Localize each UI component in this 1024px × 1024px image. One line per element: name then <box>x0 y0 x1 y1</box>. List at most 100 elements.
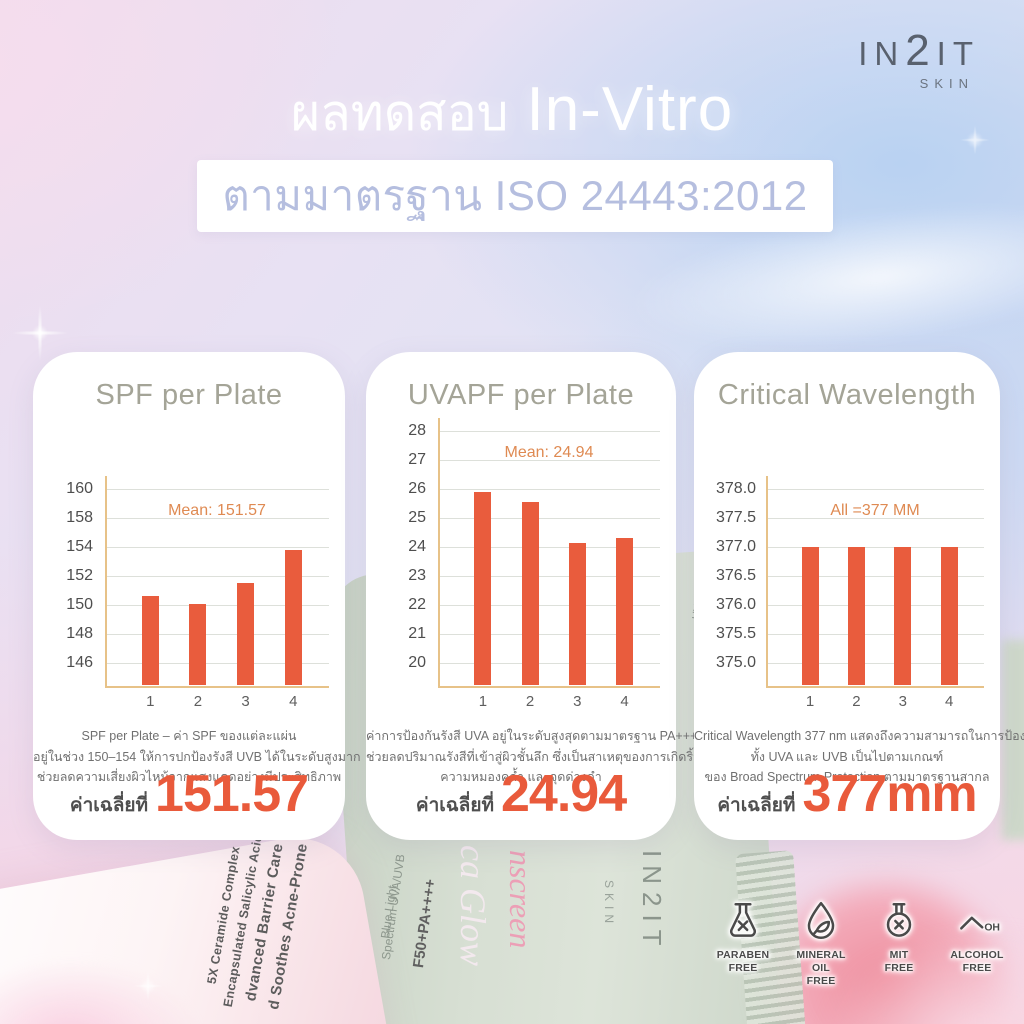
gridline <box>766 605 984 606</box>
card-title: SPF per Plate <box>95 379 283 411</box>
page-title-en: In-Vitro <box>526 75 734 144</box>
gridline <box>105 605 329 606</box>
xtick: 3 <box>241 693 250 710</box>
average-prefix: ค่าเฉลี่ยที่ <box>717 795 796 816</box>
ytick: 377.0 <box>716 538 757 555</box>
card-description: ค่าการป้องกันรังสี UVA อยู่ในระดับสูงสุด… <box>366 726 722 788</box>
gridline <box>105 634 329 635</box>
ytick: 376.0 <box>716 596 757 613</box>
ytick: 148 <box>66 625 93 642</box>
chart-annotation: All =377 MM <box>830 502 920 520</box>
bar <box>284 549 302 685</box>
gridline <box>438 547 660 548</box>
description-line: SPF per Plate – ค่า SPF ของแต่ละแผ่น <box>81 729 297 743</box>
bar-chart-uvapf: 28 27 26 25 24 23 22 21 20 1 2 3 4 Mean: 24.94 <box>388 412 660 714</box>
chart-annotation: Mean: 24.94 <box>504 444 594 462</box>
oh-label: OH <box>984 922 1000 933</box>
gridline <box>105 547 329 548</box>
description-line: ของ Broad Spectrum Protection ตามมาตรฐาน… <box>704 770 990 785</box>
description-line: ช่วยลดปริมาณรังสีที่เข้าสู่ผิวชั้นลึก ซึ… <box>366 749 722 764</box>
background-green-sliver <box>1002 640 1024 840</box>
badge-label: MINERAL OIL FREE <box>788 949 854 988</box>
bar-chart-critical-wavelength: 378.0 377.5 377.0 376.5 376.0 375.5 375.0 1 2 3 4 A… <box>716 412 984 714</box>
bar-chart-spf: 160 158 154 152 150 148 146 1 2 3 4 Mean: 151.57 <box>55 412 329 714</box>
ytick: 22 <box>408 596 426 613</box>
average-row: ค่าเฉลี่ยที่ 377mm <box>694 764 1000 824</box>
alcohol-bond-icon: OH <box>960 916 1000 933</box>
badge-label-line: MINERAL OIL <box>796 949 846 975</box>
xaxis <box>438 686 660 688</box>
xtick: 2 <box>525 693 535 710</box>
yaxis <box>438 418 440 688</box>
xtick: 3 <box>573 693 582 710</box>
average-prefix: ค่าเฉลี่ยที่ <box>69 795 149 816</box>
card-uvapf-per-plate: UVAPF per Plate 28 27 26 25 24 23 22 21 20 1 2 3 4 Me… <box>366 352 722 840</box>
ytick: 375.0 <box>716 654 757 671</box>
ytick: 146 <box>66 654 93 671</box>
gridline <box>105 576 329 577</box>
ytick: 27 <box>408 451 426 468</box>
badge-label: PARABEN FREE <box>710 949 776 975</box>
xtick: 2 <box>852 693 861 710</box>
ytick: 158 <box>66 509 93 526</box>
average-value: 377mm <box>802 765 977 823</box>
tube-brand-text: IN2IT <box>637 850 667 954</box>
page-title-thai: ผลทดสอบ <box>290 85 509 141</box>
badge-label-line: FREE <box>728 962 758 975</box>
ytick: 160 <box>66 480 93 497</box>
card-description: Critical Wavelength 377 nm แสดงถึงความสา… <box>694 726 1024 788</box>
badge-label: ALCOHOL FREE <box>944 949 1010 975</box>
badge-mineral-oil-free: MINERAL OIL FREE <box>788 898 854 988</box>
ytick: 376.5 <box>716 567 757 584</box>
xtick: 1 <box>146 693 155 710</box>
ytick: 24 <box>408 538 426 555</box>
bar <box>801 547 819 685</box>
gridline <box>766 634 984 635</box>
bar <box>141 596 159 685</box>
description-line: ช่วยลดความเสี่ยงผิวไหม้จากแสงแดดอย่างมีป… <box>36 770 342 785</box>
xtick: 3 <box>898 693 907 710</box>
badge-paraben-free: PARABEN FREE <box>710 898 776 988</box>
gridline <box>105 663 329 664</box>
ytick: 154 <box>66 538 93 555</box>
badge-label-line: ALCOHOL <box>950 949 1004 961</box>
gridline <box>766 489 984 490</box>
badge-alcohol-free: OH ALCOHOL FREE <box>944 898 1010 988</box>
xaxis <box>766 686 984 688</box>
bar <box>847 547 865 685</box>
card-title: Critical Wavelength <box>717 379 977 411</box>
badge-label-line: MIT <box>889 949 909 961</box>
average-value: 24.94 <box>500 765 627 823</box>
flask-erlenmeyer-icon <box>729 903 757 937</box>
yaxis <box>105 476 107 688</box>
gridline <box>766 576 984 577</box>
description-line: ค่าการป้องกันรังสี UVA อยู่ในระดับสูงสุด… <box>366 729 705 743</box>
bar <box>521 502 539 685</box>
badge-label: MIT FREE <box>866 949 932 975</box>
description-line: ทั้ง UVA และ UVB เป็นไปตามเกณฑ์ <box>750 749 944 764</box>
background-lightpink-blob <box>820 930 1024 1024</box>
bar <box>237 583 255 685</box>
tube-script-sunscreen: nscreen <box>503 850 539 949</box>
flask-round-icon <box>886 903 912 937</box>
bar <box>568 542 586 685</box>
ytick: 378.0 <box>716 480 757 497</box>
badge-label-line: FREE <box>962 962 992 975</box>
badge-label-line: FREE <box>884 962 914 975</box>
iso-standard-banner: ตามมาตรฐาน ISO 24443:2012 <box>197 160 833 232</box>
badge-label-line: PARABEN <box>716 949 770 961</box>
card-title: UVAPF per Plate <box>407 379 635 411</box>
gridline <box>766 663 984 664</box>
brand-logo-text: IN 2 IT <box>858 26 980 76</box>
ytick: 377.5 <box>716 509 757 526</box>
gridline <box>438 518 660 519</box>
ytick: 20 <box>408 654 426 671</box>
gridline <box>438 576 660 577</box>
brand-logo-sub: SKIN <box>919 76 974 91</box>
bar <box>940 547 958 685</box>
gridline <box>438 431 660 432</box>
ytick: 375.5 <box>716 625 757 642</box>
chart-annotation: Mean: 151.57 <box>168 502 266 520</box>
droplet-leaf-icon <box>807 901 835 939</box>
bar <box>474 491 492 685</box>
